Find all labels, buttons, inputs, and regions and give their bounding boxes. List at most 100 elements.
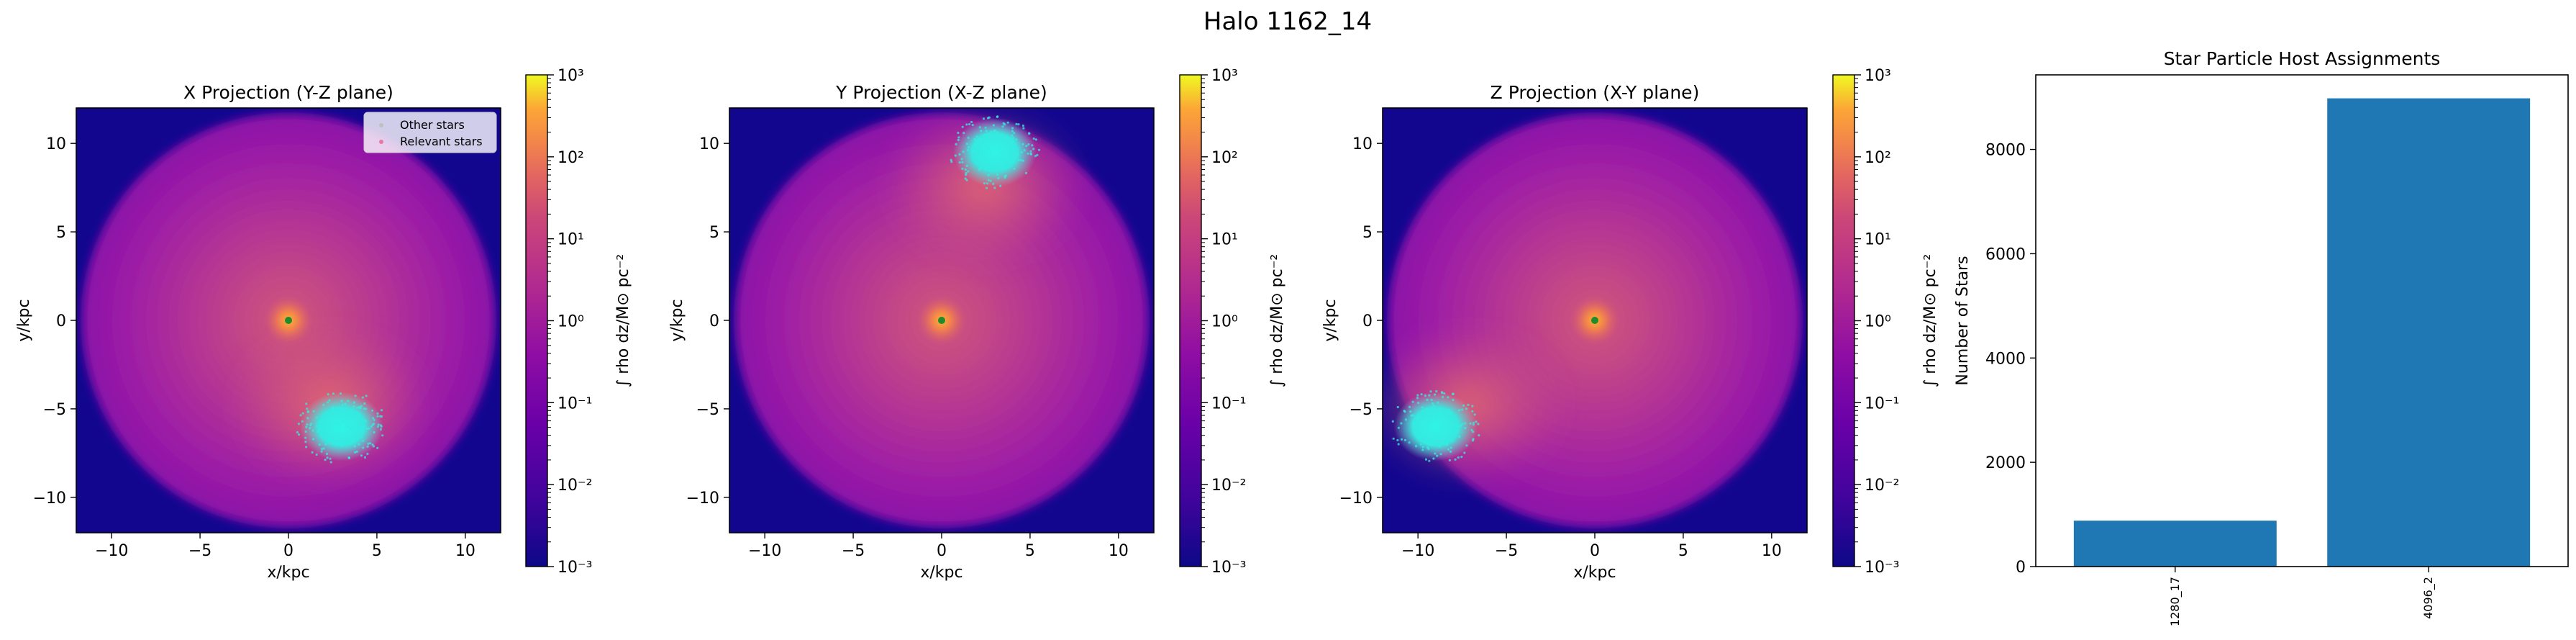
star-particle: [305, 402, 308, 405]
star-particle: [306, 417, 309, 420]
star-particle: [301, 412, 304, 415]
colorbar-tick-label: 10²: [557, 149, 584, 167]
star-particle: [344, 402, 347, 405]
star-particle: [1456, 430, 1459, 433]
colorbar-label: ∫ rho dz/M⊙ pc⁻²: [1921, 254, 1939, 387]
x-axis-label: x/kpc: [1573, 564, 1616, 582]
star-particle: [347, 414, 350, 417]
star-particle: [356, 406, 359, 409]
y-axis-label: y/kpc: [15, 299, 33, 341]
x-tick-label: −5: [188, 542, 211, 560]
x-tick-label: −10: [1401, 542, 1434, 560]
colorbar-tick-label: 10²: [1865, 149, 1891, 167]
star-particle: [363, 419, 365, 422]
star-particle: [1438, 445, 1441, 448]
star-particle: [975, 135, 978, 138]
star-particle: [983, 164, 986, 167]
star-particle: [1397, 426, 1400, 429]
star-particle: [332, 415, 334, 418]
star-particle: [1463, 451, 1466, 454]
star-particle: [337, 407, 340, 410]
colorbar-label: ∫ rho dz/M⊙ pc⁻²: [614, 254, 632, 387]
star-particle: [1411, 400, 1414, 403]
colorbar-tick-label: 10⁻³: [1211, 559, 1246, 577]
star-particle: [1404, 418, 1408, 421]
star-particle: [1471, 410, 1474, 413]
star-particle: [335, 435, 338, 438]
x-axis-label: x/kpc: [920, 564, 962, 582]
star-particle: [317, 428, 319, 431]
star-particle: [354, 451, 357, 454]
star-particle: [967, 170, 970, 173]
star-particle: [978, 126, 981, 129]
star-particle: [358, 443, 360, 446]
y-axis-label: y/kpc: [1321, 299, 1339, 341]
star-particle: [367, 442, 370, 446]
x-tick-label: −10: [748, 542, 781, 560]
colorbar-tick-label: 10⁻¹: [1211, 395, 1246, 413]
y-tick-label: −5: [1350, 401, 1373, 419]
star-particle: [1032, 148, 1035, 150]
star-particle: [1037, 148, 1041, 151]
y-tick-label: 0: [56, 312, 66, 330]
star-particle: [1011, 130, 1014, 132]
star-particle: [965, 143, 968, 145]
star-particle: [315, 416, 318, 419]
star-particle: [985, 186, 988, 189]
star-particle: [954, 154, 957, 157]
star-particle: [306, 423, 309, 426]
axes-frame: [2035, 74, 2569, 567]
star-particle: [1012, 137, 1015, 140]
colorbar-tick-label: 10⁰: [1211, 313, 1238, 331]
star-particle: [1460, 424, 1462, 428]
star-particle: [1008, 150, 1011, 153]
star-particle: [345, 436, 347, 438]
star-particle: [988, 169, 991, 172]
star-particle: [1439, 427, 1442, 430]
legend-marker-other-stars: [379, 123, 383, 127]
star-particle: [988, 116, 991, 119]
star-particle: [301, 420, 304, 423]
star-particle: [360, 454, 363, 457]
star-particle: [341, 410, 344, 413]
star-particle: [315, 425, 319, 428]
star-particle: [372, 417, 375, 420]
star-particle: [306, 407, 309, 410]
star-particle: [1447, 448, 1450, 451]
star-particle: [1430, 398, 1433, 402]
star-particle: [1008, 158, 1011, 161]
y-tick-label: −5: [696, 401, 719, 419]
halo-center-marker: [285, 317, 292, 324]
star-particle: [1396, 405, 1399, 409]
star-particle: [319, 428, 322, 431]
star-particle: [1022, 127, 1025, 130]
star-particle: [988, 148, 991, 151]
star-particle: [370, 409, 374, 412]
star-particle: [346, 416, 349, 420]
colorbar-tick-label: 10¹: [1211, 231, 1238, 249]
star-particle: [968, 123, 971, 126]
star-particle: [1428, 394, 1431, 397]
star-particle: [1009, 161, 1012, 163]
star-particle: [347, 456, 351, 459]
star-particle: [1408, 441, 1411, 444]
colorbar-tick-label: 10¹: [1865, 231, 1891, 249]
star-particle: [950, 161, 953, 163]
star-particle: [1015, 122, 1018, 125]
star-particle: [332, 406, 334, 410]
star-particle: [1416, 419, 1419, 422]
star-particle: [985, 130, 988, 132]
star-particle: [311, 451, 314, 454]
star-particle: [997, 176, 1000, 179]
star-particle: [1400, 422, 1403, 425]
star-particle: [1444, 438, 1447, 441]
star-particle: [1478, 434, 1480, 437]
star-particle: [960, 158, 963, 161]
star-particle: [328, 416, 331, 420]
star-particle: [1472, 438, 1475, 441]
star-particle: [309, 427, 311, 430]
star-particle: [979, 152, 982, 155]
star-particle: [373, 431, 376, 434]
star-particle: [1424, 394, 1426, 397]
star-particle: [1424, 422, 1427, 425]
